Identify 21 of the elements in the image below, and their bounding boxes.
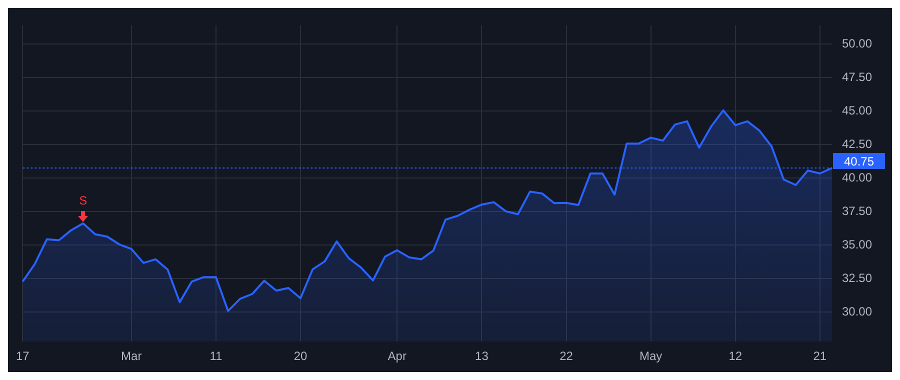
ref-line-label: 40.75 (844, 154, 874, 168)
y-tick-label: 32.50 (842, 270, 872, 285)
x-tick-label: 11 (210, 349, 222, 364)
x-tick-label: 20 (294, 349, 308, 364)
x-tick-label: 17 (16, 349, 30, 364)
y-tick-label: 50.00 (842, 36, 872, 50)
x-tick-label: 22 (560, 349, 574, 364)
y-tick-label: 30.00 (842, 304, 872, 318)
y-tick-label: 40.00 (842, 170, 872, 184)
y-tick-label: 42.50 (842, 136, 872, 151)
y-tick-label: 45.00 (842, 103, 872, 118)
x-tick-label: 12 (728, 349, 742, 364)
x-tick-label: Mar (121, 349, 142, 364)
x-tick-label: May (639, 349, 662, 364)
x-tick-label: 21 (813, 349, 827, 364)
annotation: S (79, 194, 88, 208)
y-tick-label: 35.00 (842, 237, 872, 252)
x-tick-label: 13 (475, 349, 489, 364)
y-tick-label: 47.50 (842, 70, 872, 84)
x-tick-label: Apr (388, 349, 406, 364)
y-tick-label: 37.50 (842, 204, 872, 218)
